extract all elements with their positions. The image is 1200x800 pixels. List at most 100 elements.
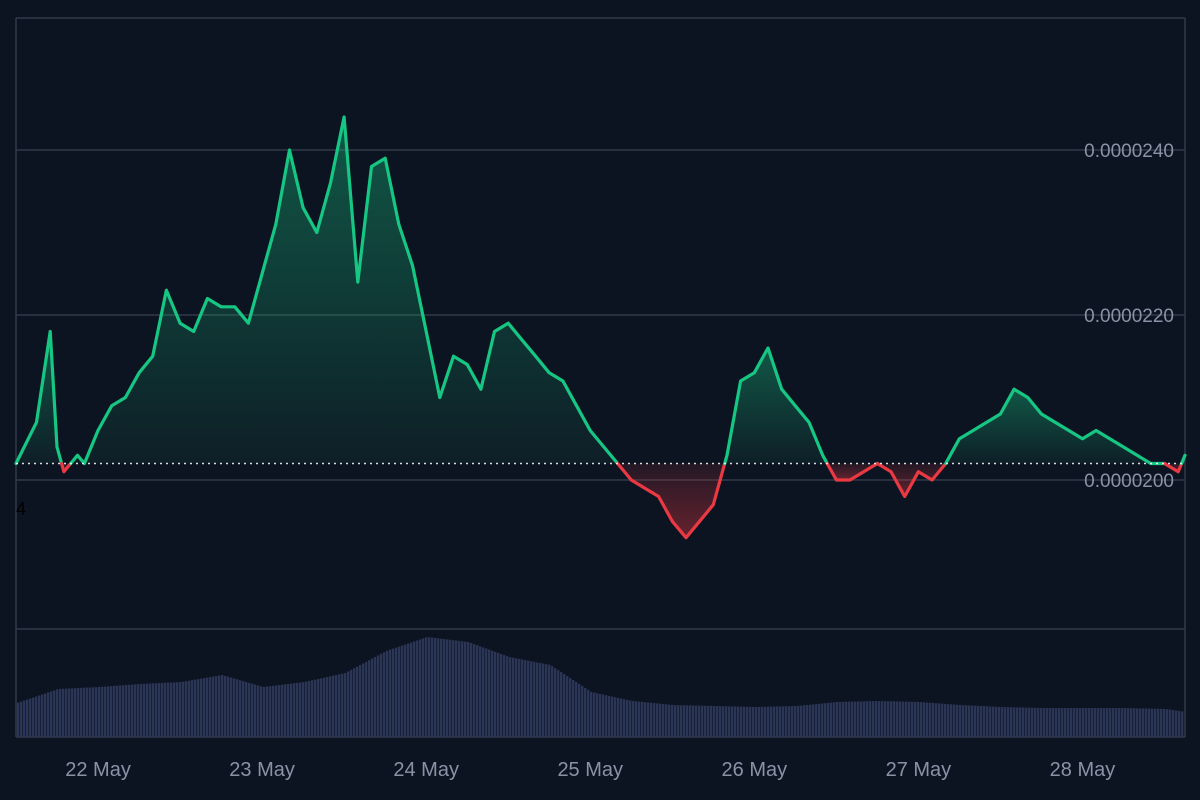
volume-bar bbox=[299, 682, 302, 737]
volume-bar bbox=[1094, 708, 1097, 737]
volume-bar bbox=[83, 687, 86, 737]
volume-bar bbox=[542, 663, 545, 737]
volume-bar bbox=[893, 701, 896, 737]
volume-bar bbox=[530, 661, 533, 737]
volume-bar bbox=[506, 656, 509, 737]
volume-bar bbox=[350, 669, 353, 737]
volume-bar bbox=[947, 704, 950, 737]
volume-bar bbox=[1181, 711, 1184, 737]
volume-bar bbox=[269, 686, 272, 737]
volume-bar bbox=[413, 641, 416, 737]
volume-bar bbox=[575, 681, 578, 737]
volume-bar bbox=[845, 701, 848, 737]
volume-bar bbox=[1100, 708, 1103, 737]
volume-bar bbox=[149, 683, 152, 737]
volume-bar bbox=[437, 638, 440, 737]
volume-bar bbox=[818, 703, 821, 737]
volume-bar bbox=[311, 680, 314, 737]
volume-bar bbox=[623, 699, 626, 737]
volume-bar bbox=[41, 694, 44, 737]
volume-bar bbox=[1136, 708, 1139, 737]
volume-bar bbox=[1160, 708, 1163, 737]
stray-axis-label: 4 bbox=[16, 499, 26, 519]
volume-bar bbox=[614, 697, 617, 737]
volume-bar bbox=[512, 657, 515, 737]
volume-bar bbox=[359, 665, 362, 737]
volume-bar bbox=[833, 702, 836, 737]
volume-bar bbox=[746, 706, 749, 737]
volume-bar bbox=[1148, 708, 1151, 737]
volume-bar bbox=[302, 682, 305, 737]
volume-bar bbox=[959, 704, 962, 737]
volume-bar bbox=[1175, 710, 1178, 737]
price-area-above bbox=[724, 348, 828, 464]
volume-bar bbox=[65, 688, 68, 737]
volume-bar bbox=[158, 683, 161, 737]
volume-bar bbox=[1055, 708, 1058, 737]
volume-bar bbox=[1061, 708, 1064, 737]
volume-bar bbox=[68, 688, 71, 737]
volume-bar bbox=[815, 704, 818, 737]
volume-bar bbox=[194, 679, 197, 737]
volume-bar bbox=[425, 637, 428, 737]
volume-bar bbox=[764, 706, 767, 737]
volume-bar bbox=[1097, 708, 1100, 737]
volume-bar bbox=[539, 663, 542, 737]
volume-bar bbox=[887, 701, 890, 737]
volume-bar bbox=[773, 706, 776, 737]
volume-bar bbox=[704, 705, 707, 737]
volume-bar bbox=[935, 703, 938, 737]
volume-bar bbox=[272, 685, 275, 737]
volume-bar bbox=[215, 676, 218, 737]
volume-bar bbox=[851, 701, 854, 737]
volume-bar bbox=[992, 706, 995, 737]
volume-bar bbox=[329, 676, 332, 737]
volume-bar bbox=[164, 682, 167, 737]
volume-bar bbox=[110, 686, 113, 737]
volume-bar bbox=[743, 706, 746, 737]
volume-bar bbox=[86, 687, 89, 737]
volume-bar bbox=[1133, 708, 1136, 737]
price-line-below bbox=[825, 461, 879, 482]
volume-bar bbox=[710, 705, 713, 737]
volume-bar bbox=[248, 682, 251, 737]
volume-bar bbox=[1001, 707, 1004, 737]
volume-bar bbox=[176, 682, 179, 737]
volume-bar bbox=[494, 651, 497, 737]
volume-bar bbox=[560, 672, 563, 737]
volume-bar bbox=[245, 681, 248, 737]
volume-bar bbox=[443, 639, 446, 737]
volume-bar bbox=[338, 674, 341, 737]
volume-bar bbox=[458, 640, 461, 737]
volume-bar bbox=[926, 702, 929, 737]
volume-bar bbox=[446, 639, 449, 737]
volume-bar bbox=[644, 702, 647, 737]
volume-bar bbox=[74, 688, 77, 737]
volume-bar bbox=[770, 706, 773, 737]
volume-bar bbox=[236, 679, 239, 737]
volume-bar bbox=[671, 704, 674, 737]
volume-bar bbox=[59, 688, 62, 737]
volume-bar bbox=[386, 650, 389, 737]
volume-bar bbox=[407, 643, 410, 737]
volume-bar bbox=[914, 701, 917, 737]
volume-bar bbox=[1058, 708, 1061, 737]
volume-bar bbox=[368, 660, 371, 737]
volume-bar bbox=[938, 703, 941, 737]
volume-bar bbox=[263, 686, 266, 737]
volume-bar bbox=[674, 705, 677, 737]
volume-bar bbox=[941, 703, 944, 737]
volume-bar bbox=[1106, 708, 1109, 737]
volume-bar bbox=[881, 701, 884, 737]
volume-bar bbox=[1052, 708, 1055, 737]
volume-bar bbox=[1115, 708, 1118, 737]
volume-bar bbox=[38, 695, 41, 737]
volume-bar bbox=[611, 696, 614, 737]
volume-bar bbox=[50, 691, 53, 737]
volume-bar bbox=[617, 697, 620, 737]
volume-bar bbox=[188, 680, 191, 737]
volume-bar bbox=[731, 706, 734, 737]
volume-bar bbox=[107, 686, 110, 737]
volume-bar bbox=[578, 683, 581, 737]
volume-bar bbox=[929, 702, 932, 737]
